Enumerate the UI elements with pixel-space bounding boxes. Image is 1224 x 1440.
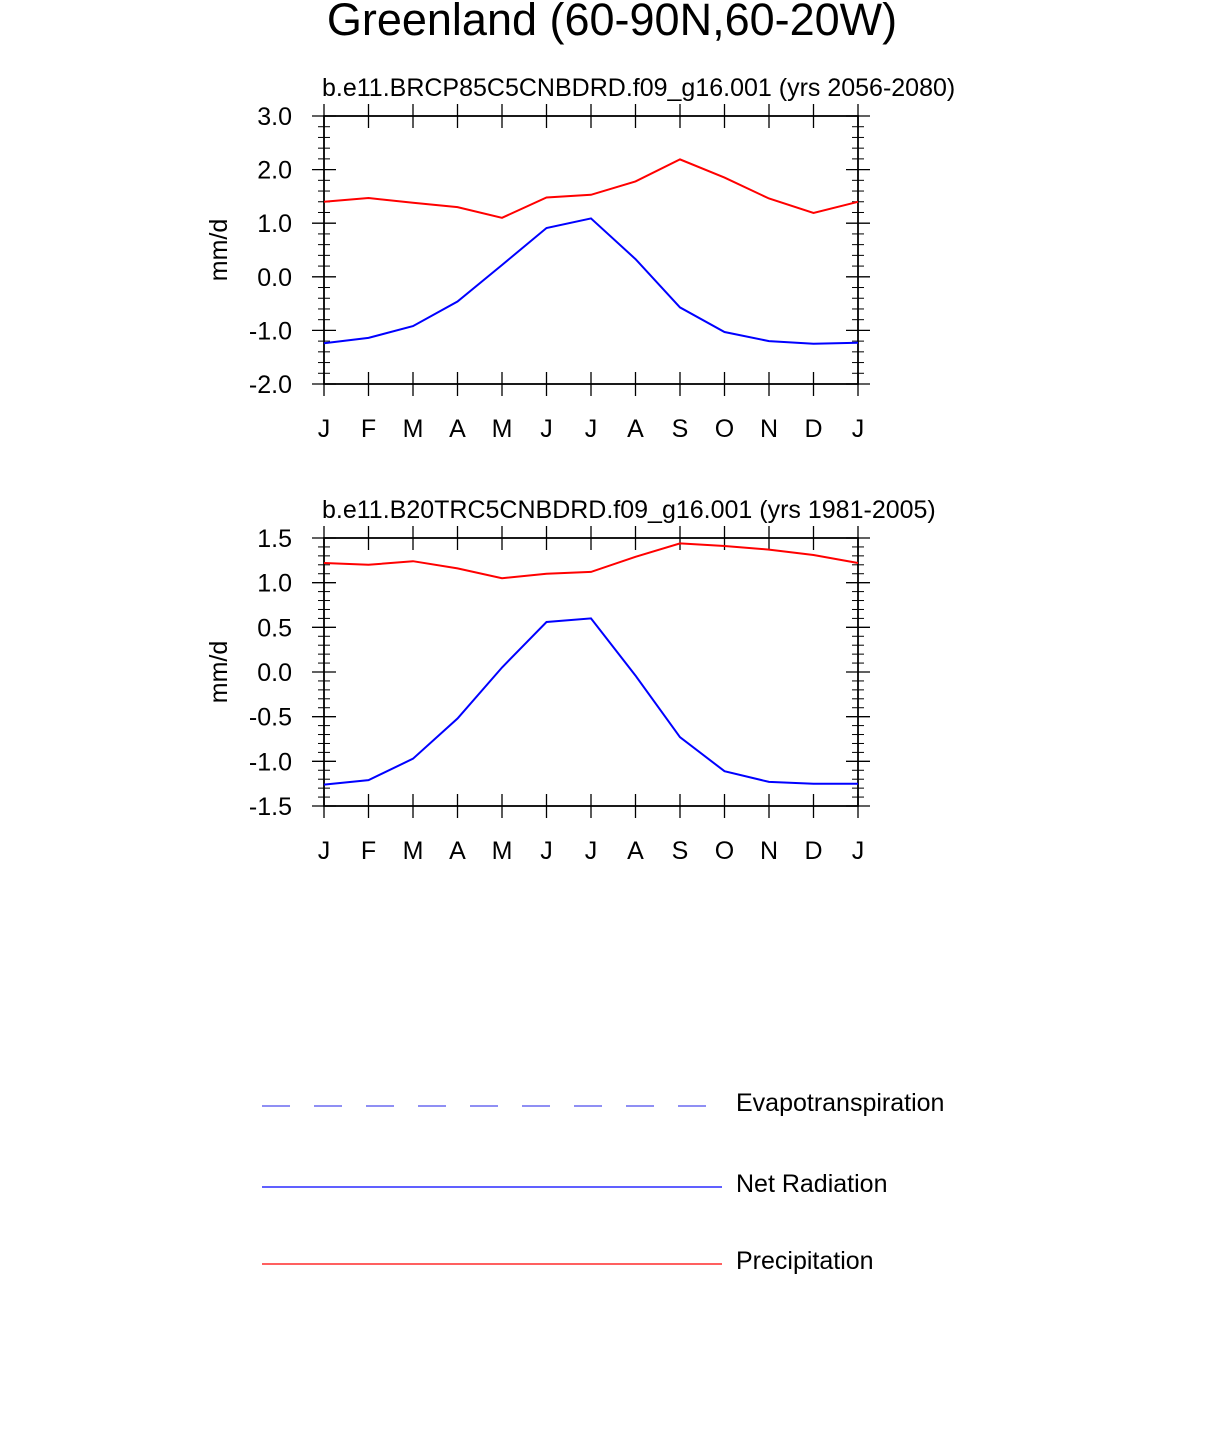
y-tick-label: 2.0 — [257, 157, 292, 185]
series-line-net-radiation — [323, 617, 858, 786]
legend-label-precipitation: Precipitation — [736, 1247, 874, 1275]
x-tick-label: M — [492, 837, 513, 865]
series-line-net-radiation — [323, 217, 859, 345]
y-tick-label: 1.0 — [257, 210, 292, 238]
subplot-title: b.e11.B20TRC5CNBDRD.f09_g16.001 (yrs 198… — [322, 496, 936, 524]
legend-swatch-net-radiation — [262, 1186, 722, 1188]
x-tick-label: O — [715, 837, 734, 865]
y-tick-label: 1.0 — [257, 570, 292, 598]
legend-label-net-radiation: Net Radiation — [736, 1170, 888, 1198]
legend-swatch-evapotranspiration — [262, 1105, 722, 1107]
y-tick-label: -2.0 — [249, 371, 292, 399]
x-tick-label: D — [804, 415, 822, 443]
legend-label-evapotranspiration: Evapotranspiration — [736, 1089, 945, 1117]
x-tick-label: N — [760, 837, 778, 865]
x-tick-label: O — [715, 415, 734, 443]
x-tick-label: M — [403, 837, 424, 865]
y-tick-label: 1.5 — [257, 525, 292, 553]
x-tick-label: S — [672, 837, 689, 865]
series-line-precipitation — [323, 542, 859, 580]
y-axis-label: mm/d — [205, 219, 233, 282]
x-tick-label: A — [449, 837, 466, 865]
y-tick-label: -1.0 — [249, 317, 292, 345]
x-tick-label: F — [361, 837, 376, 865]
subplot-title: b.e11.BRCP85C5CNBDRD.f09_g16.001 (yrs 20… — [322, 74, 955, 102]
figure-title: Greenland (60-90N,60-20W) — [326, 0, 898, 45]
x-tick-label: A — [627, 415, 644, 443]
x-tick-label: N — [760, 415, 778, 443]
y-tick-label: 3.0 — [257, 103, 292, 131]
x-tick-label: J — [585, 837, 598, 865]
x-tick-label: M — [492, 415, 513, 443]
chart-panel-top: b.e11.BRCP85C5CNBDRD.f09_g16.001 (yrs 20… — [205, 74, 955, 443]
x-tick-label: J — [318, 837, 331, 865]
chart-panel-bottom: b.e11.B20TRC5CNBDRD.f09_g16.001 (yrs 198… — [205, 496, 936, 865]
y-tick-label: 0.0 — [257, 659, 292, 687]
x-tick-label: J — [540, 415, 553, 443]
x-tick-label: J — [585, 415, 598, 443]
x-tick-label: J — [852, 415, 865, 443]
y-tick-label: 0.5 — [257, 614, 292, 642]
y-axis-label: mm/d — [205, 641, 233, 704]
x-tick-label: J — [852, 837, 865, 865]
series-line-precipitation — [323, 158, 859, 219]
y-tick-label: -1.0 — [249, 748, 292, 776]
x-tick-label: A — [627, 837, 644, 865]
x-tick-label: J — [318, 415, 331, 443]
y-tick-label: -1.5 — [249, 793, 292, 821]
y-tick-label: -0.5 — [249, 704, 292, 732]
x-tick-label: S — [672, 415, 689, 443]
plot-frame — [323, 537, 859, 807]
x-tick-label: D — [804, 837, 822, 865]
x-tick-label: F — [361, 415, 376, 443]
x-tick-label: M — [403, 415, 424, 443]
y-tick-label: 0.0 — [257, 264, 292, 292]
x-tick-label: A — [449, 415, 466, 443]
legend-swatch-precipitation — [262, 1263, 722, 1265]
plot-frame — [323, 115, 859, 385]
legend: Evapotranspiration Net Radiation Precipi… — [0, 1060, 1224, 1320]
x-tick-label: J — [540, 837, 553, 865]
